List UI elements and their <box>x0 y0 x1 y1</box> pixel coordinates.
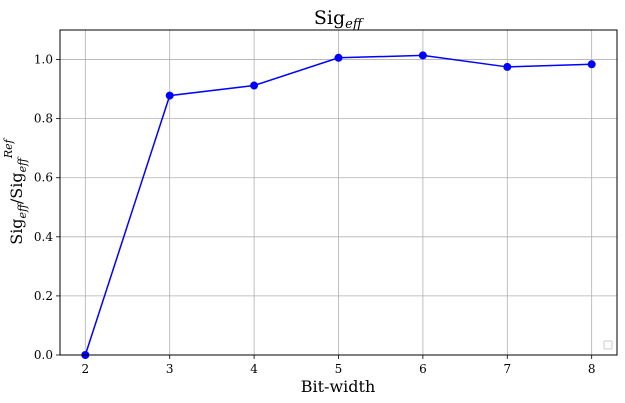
x-tick-label: 3 <box>166 362 174 376</box>
y-axis-label: Sigeff/SigeffRef <box>2 137 29 244</box>
data-point <box>334 53 343 62</box>
data-point <box>165 91 174 100</box>
legend <box>603 340 613 350</box>
data-series <box>81 51 596 359</box>
x-tick-label: 5 <box>335 362 343 376</box>
grid <box>60 30 617 356</box>
x-tick-label: 2 <box>81 362 89 376</box>
y-axis-ticks: 0.0 0.2 0.4 0.6 0.8 1.0 <box>34 53 60 362</box>
data-point <box>250 81 259 90</box>
plot-frame <box>59 29 618 356</box>
data-point <box>503 62 512 71</box>
x-tick-label: 8 <box>588 362 596 376</box>
y-tick-label: 0.4 <box>34 230 53 244</box>
data-point <box>587 60 596 69</box>
data-point <box>418 51 427 60</box>
y-tick-label: 0.2 <box>34 289 53 303</box>
y-tick-label: 1.0 <box>34 53 53 67</box>
x-tick-label: 4 <box>250 362 258 376</box>
y-tick-label: 0.8 <box>34 112 53 126</box>
y-tick-label: 0.0 <box>34 348 53 362</box>
y-tick-label: 0.6 <box>34 171 53 185</box>
x-tick-label: 7 <box>503 362 511 376</box>
x-axis-label: Bit-width <box>301 377 376 396</box>
chart-title: Sigeff <box>314 7 365 32</box>
x-tick-label: 6 <box>419 362 427 376</box>
x-axis-ticks: 2 3 4 5 6 7 8 <box>81 355 596 376</box>
